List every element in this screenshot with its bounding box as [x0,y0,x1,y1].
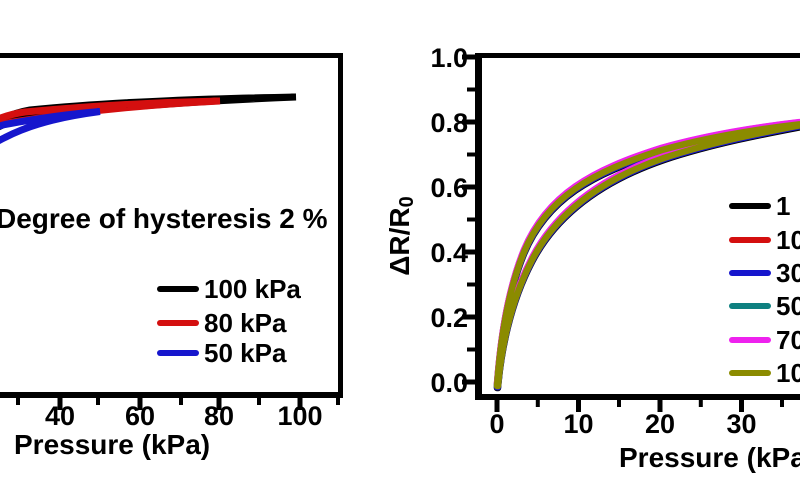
left-x-tick-label: 100 [277,401,323,431]
right-x-axis-title: Pressure (kPa) [619,442,800,473]
legend-item: 70 [729,323,800,357]
right-y-tick-label: 0.4 [430,238,468,268]
left-x-tick-label: 40 [44,401,76,431]
legend-item: 10 [729,223,800,257]
legend-label: 10 [776,357,800,388]
right-y-tick-label: 0.6 [430,173,468,203]
left-x-axis-title: Pressure (kPa) [14,429,211,460]
legend-label: 30 [776,257,800,288]
curve-50kpa [0,108,101,145]
right-x-tick-label: 0 [489,409,505,439]
legend-label: 50 kPa [204,337,287,368]
right-y-tick-label: 0.0 [430,368,468,398]
legend-label: 10 [776,224,800,255]
right-y-ticks [462,54,475,385]
legend-line-swatch [729,303,771,309]
left-x-ticks [16,398,340,410]
legend-label: 50 [776,290,800,321]
legend-line-swatch [729,270,771,276]
legend-label: 100 kPa [204,273,301,304]
legend-item: 10 [729,356,800,390]
legend-line-swatch [729,237,771,243]
hysteresis-annotation: Degree of hysteresis 2 % [0,203,328,234]
legend-item: 50 kPa [157,336,286,370]
curve-cycle-100 [493,121,800,390]
right-y-tick-label: 1.0 [430,43,468,73]
left-plot-curves [0,93,297,145]
curve-100kpa [0,93,297,131]
right-y-tick-label: 0.2 [430,303,468,333]
legend-item: 50 [729,289,800,323]
curve-80kpa [0,97,221,130]
legend-label: 70 [776,324,800,355]
right-y-tick-label: 0.8 [430,108,468,138]
right-x-tick-label: 20 [644,409,676,439]
right-plot-frame [475,53,800,400]
left-plot-frame [0,53,343,398]
right-x-tick-label: 30 [726,409,757,439]
right-plot-curves [493,118,800,392]
left-x-tick-label: 80 [203,401,235,431]
legend-line-swatch [729,337,771,343]
legend-label: 1 [776,190,791,221]
legend-item: 1 [729,189,790,223]
legend-line-swatch [157,350,199,356]
left-x-tick-label: 60 [124,401,156,431]
legend-line-swatch [157,320,199,326]
right-x-ticks [494,400,784,412]
legend-item: 80 kPa [157,306,286,340]
right-x-tick-label: 10 [563,409,594,439]
legend-item: 30 [729,256,800,290]
legend-line-swatch [729,203,771,209]
legend-line-swatch [157,286,199,292]
legend-line-swatch [729,370,771,376]
legend-item: 100 kPa [157,272,301,306]
legend-label: 80 kPa [204,307,287,338]
